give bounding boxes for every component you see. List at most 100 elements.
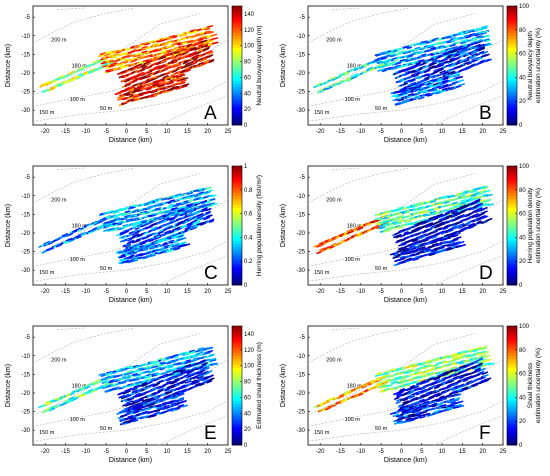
data-mark [107, 50, 115, 54]
x-tick-label: -15 [336, 289, 345, 295]
colorbar-tick-label: 40 [244, 411, 251, 417]
data-mark [391, 221, 398, 224]
x-tick-label: 5 [145, 289, 149, 295]
data-mark [133, 98, 140, 102]
data-mark [462, 47, 469, 51]
data-mark [171, 60, 178, 65]
contour-label: 150 m [39, 110, 55, 116]
data-mark [167, 40, 173, 43]
colorbar-step [507, 237, 517, 241]
data-mark [484, 38, 490, 42]
data-mark [151, 414, 157, 418]
x-tick-label: 0 [125, 449, 129, 455]
data-mark [142, 248, 149, 252]
data-mark [190, 29, 197, 33]
colorbar-tick-label: 20 [519, 259, 526, 265]
data-mark [156, 61, 162, 66]
data-mark [117, 222, 123, 226]
data-mark [164, 81, 170, 84]
data-mark [445, 237, 451, 240]
x-tick-label: -5 [103, 129, 109, 135]
y-tick-label: -20 [296, 71, 305, 77]
data-mark [359, 65, 365, 70]
data-mark [134, 96, 140, 100]
colorbar-step [232, 168, 242, 173]
y-tick-label: -25 [21, 250, 30, 256]
data-mark [476, 35, 482, 38]
data-mark [404, 70, 411, 74]
data-mark [380, 225, 387, 229]
data-mark [485, 358, 492, 362]
colorbar-step [232, 273, 242, 277]
colorbar-step [232, 180, 242, 185]
data-mark [119, 57, 128, 62]
colorbar-tick-label: 40 [519, 75, 526, 81]
data-mark [174, 63, 182, 68]
colorbar-step [232, 207, 242, 212]
data-mark [178, 234, 184, 238]
data-mark [201, 58, 207, 62]
x-tick-label: 10 [164, 449, 171, 455]
data-mark [461, 38, 469, 43]
x-tick-label: -20 [41, 449, 50, 455]
y-tick-label: -25 [296, 90, 305, 96]
data-mark [442, 51, 448, 55]
data-mark [423, 73, 430, 77]
colorbar-step [507, 41, 517, 46]
data-mark [465, 35, 472, 39]
data-mark [460, 201, 466, 205]
colorbar-tick-label: 0 [244, 123, 248, 129]
data-mark [469, 56, 475, 60]
contour-label: 50 m [375, 106, 388, 112]
data-mark [449, 57, 455, 61]
colorbar-step [232, 201, 242, 206]
colorbar-step [232, 421, 242, 425]
data-mark [399, 381, 406, 385]
colorbar-step [507, 80, 517, 84]
data-mark [208, 31, 214, 34]
data-mark [443, 49, 450, 53]
data-mark [201, 35, 208, 39]
colorbar-step [232, 23, 242, 28]
data-mark [203, 59, 211, 64]
data-mark [161, 55, 167, 60]
colorbar-step [232, 361, 242, 366]
colorbar-step [232, 270, 242, 274]
data-mark [477, 56, 484, 61]
data-mark [176, 79, 183, 82]
data-mark [181, 77, 189, 81]
data-mark [468, 28, 476, 32]
data-mark [209, 58, 215, 63]
data-mark [170, 63, 176, 67]
data-mark [409, 79, 416, 83]
data-mark [402, 93, 409, 96]
data-mark [180, 79, 187, 83]
data-mark [157, 46, 165, 51]
data-mark [210, 33, 218, 37]
colorbar-tick-label: 0.8 [244, 188, 253, 194]
contour-label: 200 m [326, 197, 342, 203]
contour-label: 100 m [345, 257, 361, 263]
data-mark [59, 81, 65, 85]
colorbar-tick-label: 80 [244, 380, 251, 386]
data-mark [472, 58, 479, 63]
data-mark [132, 95, 139, 98]
data-mark [124, 367, 130, 370]
data-mark [120, 381, 126, 385]
data-mark [479, 46, 486, 50]
data-mark [199, 33, 205, 36]
data-mark [64, 79, 71, 84]
data-mark [183, 357, 190, 360]
data-mark [183, 53, 191, 58]
colorbar-step [232, 171, 242, 176]
data-mark [414, 46, 421, 50]
colorbar-step [507, 56, 517, 60]
data-mark [402, 82, 408, 86]
data-mark [413, 64, 419, 68]
data-mark [191, 51, 197, 55]
data-mark [165, 76, 172, 79]
data-mark [195, 349, 201, 353]
colorbar-step [232, 252, 242, 256]
